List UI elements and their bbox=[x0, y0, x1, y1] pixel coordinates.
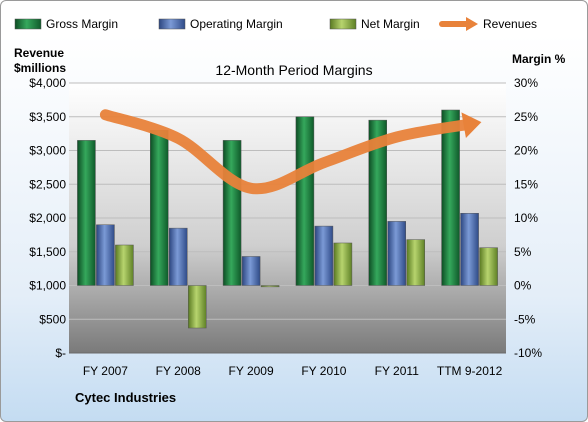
bar-operating-margin bbox=[387, 221, 406, 286]
bar-gross-margin bbox=[368, 119, 387, 286]
bar-net-margin bbox=[188, 285, 207, 329]
legend-swatch-net-margin bbox=[329, 18, 357, 30]
revenue-arrowhead bbox=[461, 112, 482, 139]
legend-swatch-operating-margin bbox=[158, 18, 186, 30]
category-label: FY 2008 bbox=[156, 364, 201, 378]
legend-label: Revenues bbox=[483, 17, 537, 31]
bar-gross-margin bbox=[222, 140, 242, 286]
category-label: TTM 9-2012 bbox=[437, 364, 503, 378]
left-tick-label: $2,500 bbox=[29, 177, 66, 191]
axis-labels: $- $500 $1,000 $1,500 $2,000 $2,500 $3,000 $3,5… bbox=[29, 76, 542, 378]
left-tick-label: $1,000 bbox=[29, 279, 66, 293]
category-label: FY 2007 bbox=[83, 364, 128, 378]
right-tick-label: 25% bbox=[514, 110, 538, 124]
legend-label: Gross Margin bbox=[46, 17, 118, 31]
revenue-line-path bbox=[99, 109, 476, 195]
legend-swatch-gross-margin bbox=[14, 18, 42, 30]
right-tick-label: 10% bbox=[514, 211, 538, 225]
right-tick-label: 20% bbox=[514, 144, 538, 158]
legend-label: Operating Margin bbox=[190, 17, 283, 31]
left-axis-label-line1: Revenue bbox=[14, 46, 65, 60]
bar-net-margin bbox=[406, 239, 425, 286]
bar-gross-margin bbox=[77, 140, 96, 286]
revenue-line bbox=[99, 109, 482, 195]
left-tick-label: $3,000 bbox=[29, 144, 66, 158]
bar-operating-margin bbox=[96, 224, 115, 286]
right-tick-label: 0% bbox=[514, 279, 532, 293]
bar-gross-margin bbox=[295, 116, 315, 286]
right-tick-label: 15% bbox=[514, 177, 538, 191]
category-label: FY 2010 bbox=[301, 364, 346, 378]
bar-gross-margin bbox=[150, 130, 169, 286]
bar-operating-margin bbox=[314, 225, 334, 286]
bar-operating-margin bbox=[169, 227, 188, 286]
legend-label: Net Margin bbox=[361, 17, 420, 31]
bar-net-margin bbox=[115, 244, 134, 286]
category-label: FY 2011 bbox=[375, 364, 420, 378]
left-tick-label: $2,000 bbox=[29, 211, 66, 225]
bar-gross-margin bbox=[441, 109, 460, 286]
category-label: FY 2009 bbox=[229, 364, 274, 378]
left-tick-label: $3,500 bbox=[29, 110, 66, 124]
bar-net-margin bbox=[260, 285, 280, 288]
right-tick-label: 5% bbox=[514, 245, 532, 259]
right-tick-label: -5% bbox=[514, 312, 536, 326]
left-axis-label-line2: $millions bbox=[14, 61, 67, 75]
right-axis-label: Margin % bbox=[512, 52, 566, 66]
left-tick-label: $1,500 bbox=[29, 245, 66, 259]
bar-net-margin bbox=[479, 247, 498, 286]
left-tick-label: $500 bbox=[39, 312, 66, 326]
right-tick-label: -10% bbox=[514, 346, 542, 360]
company-name: Cytec Industries bbox=[75, 390, 177, 405]
left-tick-label: $- bbox=[55, 346, 66, 360]
bar-operating-margin bbox=[241, 256, 261, 286]
bar-operating-margin bbox=[460, 213, 479, 286]
legend: Gross Margin Operating Margin Net Margin Re… bbox=[14, 17, 537, 31]
legend-arrow-icon bbox=[466, 17, 478, 31]
chart-title: 12-Month Period Margins bbox=[215, 62, 373, 78]
bar-net-margin bbox=[333, 242, 353, 286]
left-tick-label: $4,000 bbox=[29, 76, 66, 90]
right-tick-label: 30% bbox=[514, 76, 538, 90]
